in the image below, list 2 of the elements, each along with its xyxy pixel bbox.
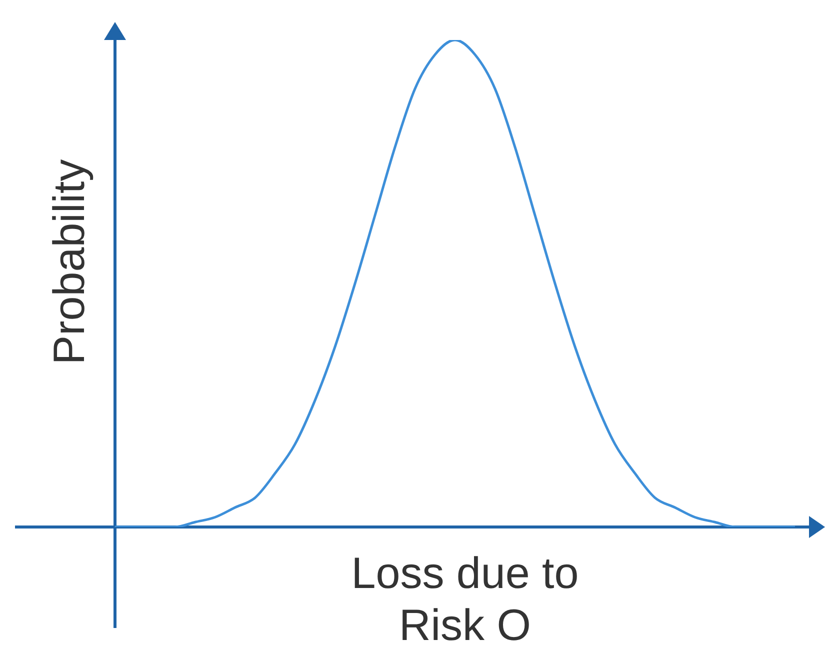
x-axis-title: Loss due to Risk O: [350, 548, 580, 652]
y-axis-title: Probability: [45, 159, 95, 365]
